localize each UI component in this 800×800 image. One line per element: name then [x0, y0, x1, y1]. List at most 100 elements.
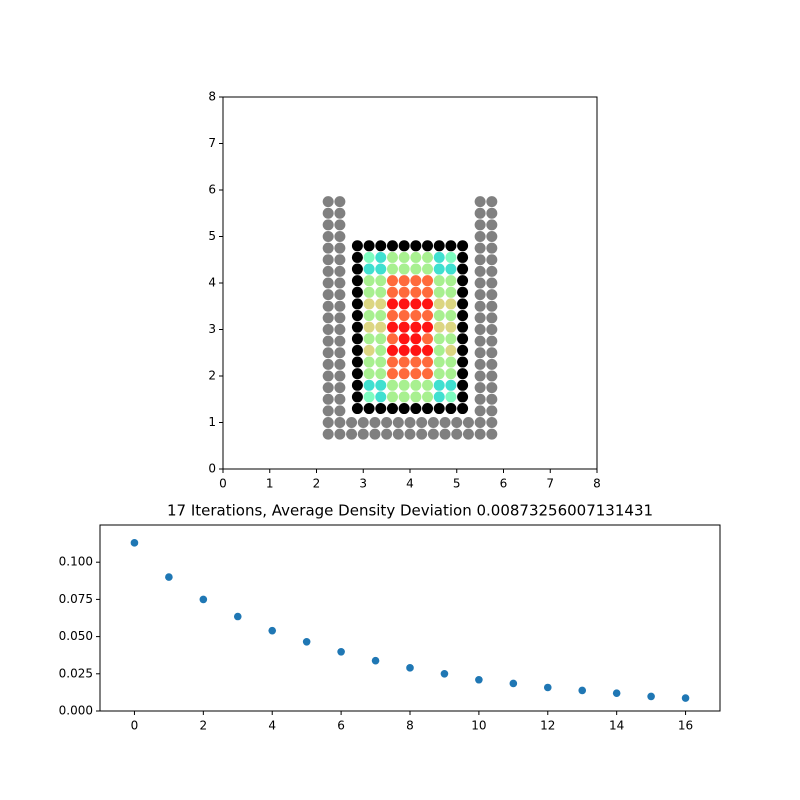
point [363, 391, 375, 403]
y-tick-label: 3 [208, 322, 216, 336]
point [681, 694, 690, 702]
point [375, 379, 387, 391]
point [392, 417, 404, 428]
y-tick-label: 6 [208, 183, 216, 197]
point [398, 321, 410, 333]
point [363, 333, 375, 345]
x-tick-label: 8 [406, 719, 414, 733]
point [451, 417, 463, 428]
point [334, 358, 346, 370]
point [457, 368, 469, 380]
point [375, 368, 387, 380]
point [445, 344, 457, 356]
point [375, 310, 387, 322]
point [398, 403, 410, 415]
point [334, 231, 346, 242]
y-tick-label: 0.000 [59, 704, 93, 718]
point [433, 310, 445, 322]
point [322, 231, 334, 242]
point [351, 263, 363, 275]
point [457, 251, 469, 263]
point [165, 573, 173, 581]
point [422, 310, 434, 322]
point [322, 370, 334, 382]
point [268, 626, 277, 635]
point [451, 428, 463, 440]
point [445, 310, 457, 322]
point [375, 356, 387, 368]
point [486, 231, 498, 242]
point [386, 356, 398, 368]
point [392, 428, 404, 440]
point [474, 370, 486, 382]
point [322, 417, 334, 428]
point [398, 286, 410, 298]
point [422, 333, 434, 345]
point [474, 207, 486, 219]
x-tick-label: 4 [268, 719, 276, 733]
point [433, 391, 445, 403]
point [334, 428, 346, 440]
x-tick-label: 4 [406, 477, 414, 491]
point [351, 240, 363, 252]
point [334, 405, 346, 417]
point [433, 403, 445, 415]
point [386, 403, 398, 415]
point [410, 251, 422, 263]
point [375, 344, 387, 356]
point [334, 242, 346, 254]
point [439, 417, 451, 428]
point [486, 289, 498, 301]
point [375, 263, 387, 275]
point [351, 368, 363, 380]
point [474, 428, 486, 440]
point [486, 324, 498, 335]
point [404, 417, 416, 428]
point [433, 275, 445, 287]
point [322, 335, 334, 347]
x-tick-label: 14 [609, 719, 624, 733]
point [445, 368, 457, 380]
point [474, 417, 486, 428]
point [375, 240, 387, 252]
point [375, 275, 387, 287]
point [351, 403, 363, 415]
y-tick-label: 7 [208, 136, 216, 150]
point [375, 298, 387, 310]
point [334, 324, 346, 335]
y-tick-label: 0.075 [59, 592, 93, 606]
x-tick-label: 5 [453, 477, 461, 491]
point [351, 251, 363, 263]
point [363, 240, 375, 252]
point [445, 379, 457, 391]
point [398, 391, 410, 403]
y-tick-label: 0.100 [59, 555, 93, 569]
x-tick-label: 1 [266, 477, 274, 491]
point [351, 286, 363, 298]
point [422, 298, 434, 310]
point [386, 251, 398, 263]
point [410, 286, 422, 298]
point [386, 286, 398, 298]
x-tick-label: 3 [359, 477, 367, 491]
point [322, 300, 334, 312]
point [398, 333, 410, 345]
point [337, 647, 345, 656]
point [363, 298, 375, 310]
point [474, 242, 486, 254]
point [433, 379, 445, 391]
point [404, 428, 416, 440]
point [334, 207, 346, 219]
point [398, 251, 410, 263]
point [375, 286, 387, 298]
point [457, 356, 469, 368]
y-tick-label: 4 [208, 276, 216, 290]
point [445, 321, 457, 333]
point [427, 428, 439, 440]
y-tick-label: 2 [208, 369, 216, 383]
point [410, 321, 422, 333]
point [398, 310, 410, 322]
point [439, 428, 451, 440]
plot-background [100, 525, 720, 711]
point [410, 298, 422, 310]
